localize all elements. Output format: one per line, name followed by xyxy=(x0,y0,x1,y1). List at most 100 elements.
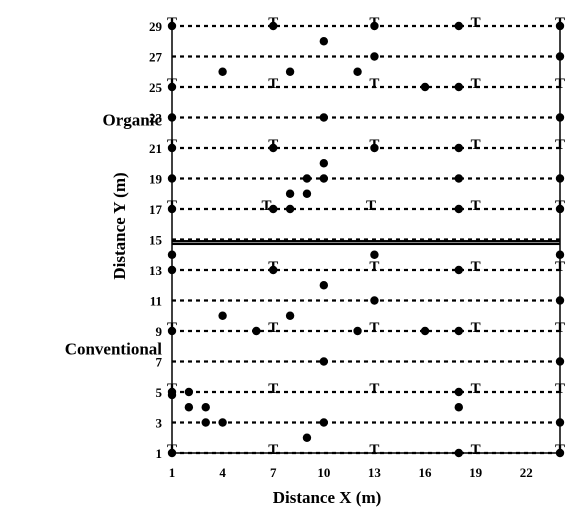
dot-point xyxy=(285,204,295,214)
dot-point xyxy=(167,390,177,400)
t-point: T xyxy=(555,76,565,92)
dot-point xyxy=(319,281,329,290)
t-point: T xyxy=(268,442,278,458)
t-point: T xyxy=(471,442,481,458)
dot-point xyxy=(201,403,210,412)
y-tick-label: 27 xyxy=(149,50,163,65)
dot-point xyxy=(319,418,329,427)
y-tick-label: 23 xyxy=(149,111,163,126)
dot-point xyxy=(319,113,329,122)
t-point: T xyxy=(366,198,376,214)
t-point: T xyxy=(471,137,481,153)
dot-point xyxy=(218,418,227,427)
dot-point xyxy=(555,418,565,427)
dot-point xyxy=(454,403,463,412)
dot-point xyxy=(555,250,565,259)
x-tick-label: 4 xyxy=(219,465,226,480)
t-point: T xyxy=(471,320,481,336)
t-point: T xyxy=(471,76,481,92)
dot-point xyxy=(167,113,177,122)
dot-point xyxy=(370,296,379,305)
dot-point xyxy=(302,433,312,442)
dot-point xyxy=(167,265,177,275)
dot-series xyxy=(167,21,565,458)
dot-point xyxy=(269,143,278,153)
y-axis-title: Distance Y (m) xyxy=(110,172,129,279)
dot-point xyxy=(269,21,278,31)
t-point: T xyxy=(369,76,379,92)
dot-point xyxy=(454,387,463,397)
dot-point xyxy=(353,326,362,336)
y-tick-label: 5 xyxy=(156,385,163,400)
dot-point xyxy=(555,52,565,61)
y-tick-label: 3 xyxy=(156,416,163,431)
t-point: T xyxy=(471,198,481,214)
dot-point xyxy=(353,67,362,76)
t-point: T xyxy=(471,381,481,397)
dot-point xyxy=(454,448,463,458)
y-tick-label: 9 xyxy=(156,324,163,339)
t-point: T xyxy=(167,381,177,397)
t-point: T xyxy=(167,198,177,214)
t-point: T xyxy=(268,137,278,153)
dot-point xyxy=(167,204,177,214)
dot-point xyxy=(167,250,177,259)
y-tick-label: 17 xyxy=(149,202,163,217)
dot-point xyxy=(167,174,177,183)
dot-point xyxy=(454,82,463,92)
t-point: T xyxy=(555,15,565,31)
t-point: T xyxy=(268,15,278,31)
t-point: T xyxy=(167,15,177,31)
dot-point xyxy=(555,21,565,31)
dot-point xyxy=(201,418,210,427)
t-point: T xyxy=(268,259,278,275)
t-point: T xyxy=(268,76,278,92)
dot-point xyxy=(218,311,227,320)
dot-point xyxy=(302,174,312,183)
t-point: T xyxy=(555,381,565,397)
dot-point xyxy=(167,21,177,31)
x-tick-label: 7 xyxy=(270,465,277,480)
dot-point xyxy=(454,204,463,214)
t-point: T xyxy=(555,137,565,153)
y-tick-label: 11 xyxy=(150,294,162,309)
dot-point xyxy=(420,82,430,92)
region-labels: Organic Conventional xyxy=(65,111,163,359)
t-point: T xyxy=(167,76,177,92)
dot-point xyxy=(420,326,430,336)
dot-point xyxy=(555,448,565,458)
y-tick-label: 29 xyxy=(149,19,163,34)
dot-point xyxy=(218,67,227,76)
y-tick-label: 19 xyxy=(149,172,163,187)
dot-point xyxy=(555,296,565,305)
dot-point xyxy=(302,189,312,198)
x-tick-label: 22 xyxy=(520,465,533,480)
x-tick-labels: 1 4 7 10 13 16 19 22 xyxy=(169,465,533,480)
t-point: T xyxy=(369,320,379,336)
dot-point xyxy=(184,403,194,412)
t-point: T xyxy=(555,198,565,214)
dot-point xyxy=(454,265,463,275)
t-point: T xyxy=(369,381,379,397)
dot-point xyxy=(454,21,463,31)
t-point: T xyxy=(555,320,565,336)
dot-point xyxy=(555,357,565,366)
t-point: T xyxy=(268,320,278,336)
dot-point xyxy=(454,326,463,336)
dot-point xyxy=(252,326,261,336)
t-point: T xyxy=(369,259,379,275)
x-tick-label: 10 xyxy=(317,465,330,480)
t-point: T xyxy=(369,442,379,458)
t-point: T xyxy=(261,198,271,214)
t-point: T xyxy=(268,381,278,397)
dot-point xyxy=(167,326,177,336)
t-point: T xyxy=(369,15,379,31)
t-point: T xyxy=(369,137,379,153)
x-tick-label: 1 xyxy=(169,465,176,480)
t-point: T xyxy=(167,320,177,336)
region-label: Conventional xyxy=(65,339,163,358)
dot-point xyxy=(167,143,177,153)
dot-point xyxy=(269,204,278,214)
